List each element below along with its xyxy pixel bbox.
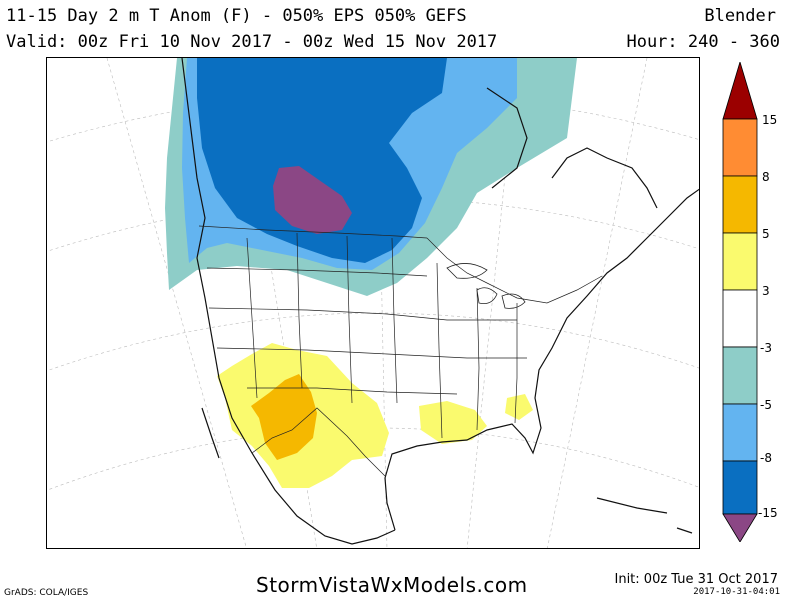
init-time: Init: 00z Tue 31 Oct 2017 [614, 572, 779, 587]
scale-cap-bottom [722, 513, 758, 543]
cold-anomaly-strong [197, 58, 447, 263]
map-title: 11-15 Day 2 m T Anom (F) - 050% EPS 050%… [6, 6, 467, 26]
scale-band-minus3-minus5 [722, 346, 758, 405]
grads-credit: GrADS: COLA/IGES [4, 588, 89, 598]
warm-anomaly-medium [251, 374, 317, 460]
scale-label: 3 [762, 284, 770, 298]
scale-label: -3 [760, 341, 772, 355]
generated-timestamp: 2017-10-31-04:01 [693, 587, 780, 597]
scale-band-5-8 [722, 175, 758, 234]
scale-label: -15 [758, 506, 778, 520]
warm-anomaly-light-florida [505, 394, 533, 420]
scale-label: 5 [762, 227, 770, 241]
great-lakes [446, 263, 526, 309]
scale-band-neutral [722, 289, 758, 348]
scale-band-minus8-minus15 [722, 460, 758, 515]
color-scale: 15 8 5 3 -3 -5 -8 -15 [722, 60, 778, 543]
cold-anomaly-extreme [273, 166, 352, 234]
color-scale-legend: 15 8 5 3 -3 -5 -8 -15 [720, 60, 800, 543]
scale-label: 8 [762, 170, 770, 184]
scale-label: -8 [760, 451, 772, 465]
scale-band-8-15 [722, 118, 758, 177]
political-borders [198, 225, 603, 477]
valid-period: Valid: 00z Fri 10 Nov 2017 - 00z Wed 15 … [6, 32, 498, 52]
warm-anomaly-light-gulf [419, 401, 487, 444]
forecast-hour: Hour: 240 - 360 [626, 32, 780, 52]
scale-band-3-5 [722, 232, 758, 291]
map-panel [46, 57, 700, 549]
scale-label: 15 [762, 113, 777, 127]
anomaly-map [47, 58, 699, 548]
model-name: Blender [704, 6, 776, 26]
coastlines [181, 58, 699, 545]
scale-band-minus5-minus8 [722, 403, 758, 462]
site-name: StormVistaWxModels.com [256, 573, 528, 597]
scale-cap-top [722, 60, 758, 120]
scale-label: -5 [760, 398, 772, 412]
